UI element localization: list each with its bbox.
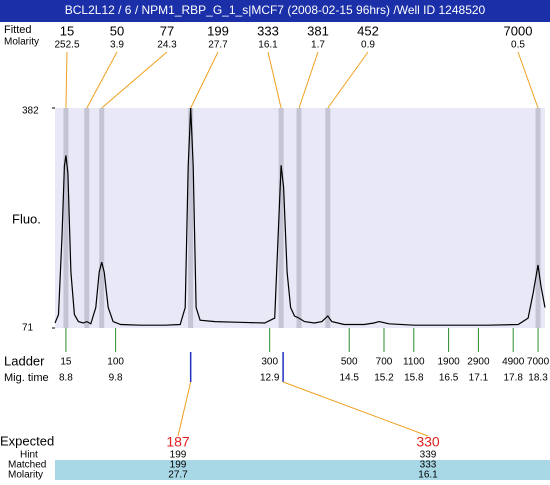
peak-connector <box>190 51 219 109</box>
matched-value: 333 <box>420 460 437 471</box>
ladder-label: Ladder <box>4 353 45 368</box>
ladder-size: 300 <box>261 357 278 368</box>
ladder-mig-time: 12.9 <box>260 373 280 384</box>
exp-molarity-label: Molarity <box>8 470 43 480</box>
window-title: BCL2L12 / 6 / NPM1_RBP_G_1_s|MCF7 (2008-… <box>65 3 486 17</box>
ladder-size: 500 <box>341 357 358 368</box>
peak-band <box>63 108 69 328</box>
peak-molarity: 16.1 <box>258 40 278 51</box>
peak-connector <box>517 51 539 109</box>
peak-band <box>84 108 90 328</box>
peak-band <box>99 108 105 328</box>
peak-molarity: 252.5 <box>54 40 79 51</box>
ladder-mig-time: 14.5 <box>339 373 359 384</box>
peak-band <box>278 108 284 328</box>
expected-connector <box>177 381 192 437</box>
hint-value: 339 <box>420 450 437 461</box>
expected-connector <box>282 381 429 437</box>
ladder-mig-time: 16.5 <box>439 373 459 384</box>
ladder-size: 1900 <box>437 357 460 368</box>
title-bar <box>0 0 550 22</box>
molarity-value: 16.1 <box>418 470 438 480</box>
ladder-size: 4900 <box>502 357 525 368</box>
peak-connector <box>86 51 118 109</box>
peak-size: 199 <box>207 23 229 38</box>
peak-connector <box>267 51 282 109</box>
peak-molarity: 27.7 <box>208 40 228 51</box>
hint-label: Hint <box>20 450 38 461</box>
matched-row <box>55 460 550 470</box>
size-row-label: Fitted <box>4 24 32 36</box>
ladder-size: 15 <box>60 357 72 368</box>
ladder-mig-time: 15.8 <box>404 373 424 384</box>
ladder-mig-time: 18.3 <box>528 373 548 384</box>
peak-molarity: 24.3 <box>157 40 177 51</box>
peak-band <box>325 108 331 328</box>
peak-molarity: 0.5 <box>511 40 525 51</box>
y-tick-label: 71 <box>22 323 34 334</box>
peak-size: 77 <box>160 23 174 38</box>
ladder-mig-time: 15.2 <box>374 373 394 384</box>
trace <box>54 107 546 326</box>
molarity-row-label: Molarity <box>4 37 39 48</box>
peak-size: 7000 <box>504 23 533 38</box>
expected-label: Expected <box>0 433 54 448</box>
y-tick-label: 382 <box>22 106 39 117</box>
ladder-size: 2900 <box>467 357 490 368</box>
ladder-mig-time: 8.8 <box>59 373 73 384</box>
expected-value: 187 <box>166 434 190 450</box>
ladder-size: 100 <box>107 357 124 368</box>
peak-band <box>188 108 194 328</box>
molarity-value: 27.7 <box>168 470 188 480</box>
ladder-size: 700 <box>376 357 393 368</box>
ladder-mig-time: 17.8 <box>503 373 523 384</box>
peak-connector <box>327 51 369 109</box>
peak-band <box>535 108 541 328</box>
peak-connector <box>298 51 319 109</box>
peak-connector <box>101 51 168 109</box>
ladder-size: 1100 <box>403 357 425 368</box>
peak-molarity: 1.7 <box>311 40 325 51</box>
hint-value: 199 <box>170 450 187 461</box>
peak-size: 333 <box>257 23 279 38</box>
ladder-size: 7000 <box>527 357 550 368</box>
peak-size: 15 <box>60 23 74 38</box>
peak-connector <box>65 51 68 109</box>
peak-molarity: 0.9 <box>361 40 375 51</box>
matched-label: Matched <box>8 460 46 471</box>
expected-value: 330 <box>416 434 440 450</box>
mig-time-label: Mig. time <box>4 372 49 384</box>
ladder-mig-time: 9.8 <box>109 373 123 384</box>
peak-size: 381 <box>307 23 329 38</box>
peak-molarity: 3.9 <box>110 40 124 51</box>
matched-value: 199 <box>170 460 187 471</box>
molarity-row <box>55 470 550 480</box>
peak-size: 50 <box>110 23 124 38</box>
ladder-mig-time: 17.1 <box>469 373 489 384</box>
peak-size: 452 <box>357 23 379 38</box>
peak-band <box>296 108 302 328</box>
fluo-label: Fluo. <box>12 211 41 226</box>
